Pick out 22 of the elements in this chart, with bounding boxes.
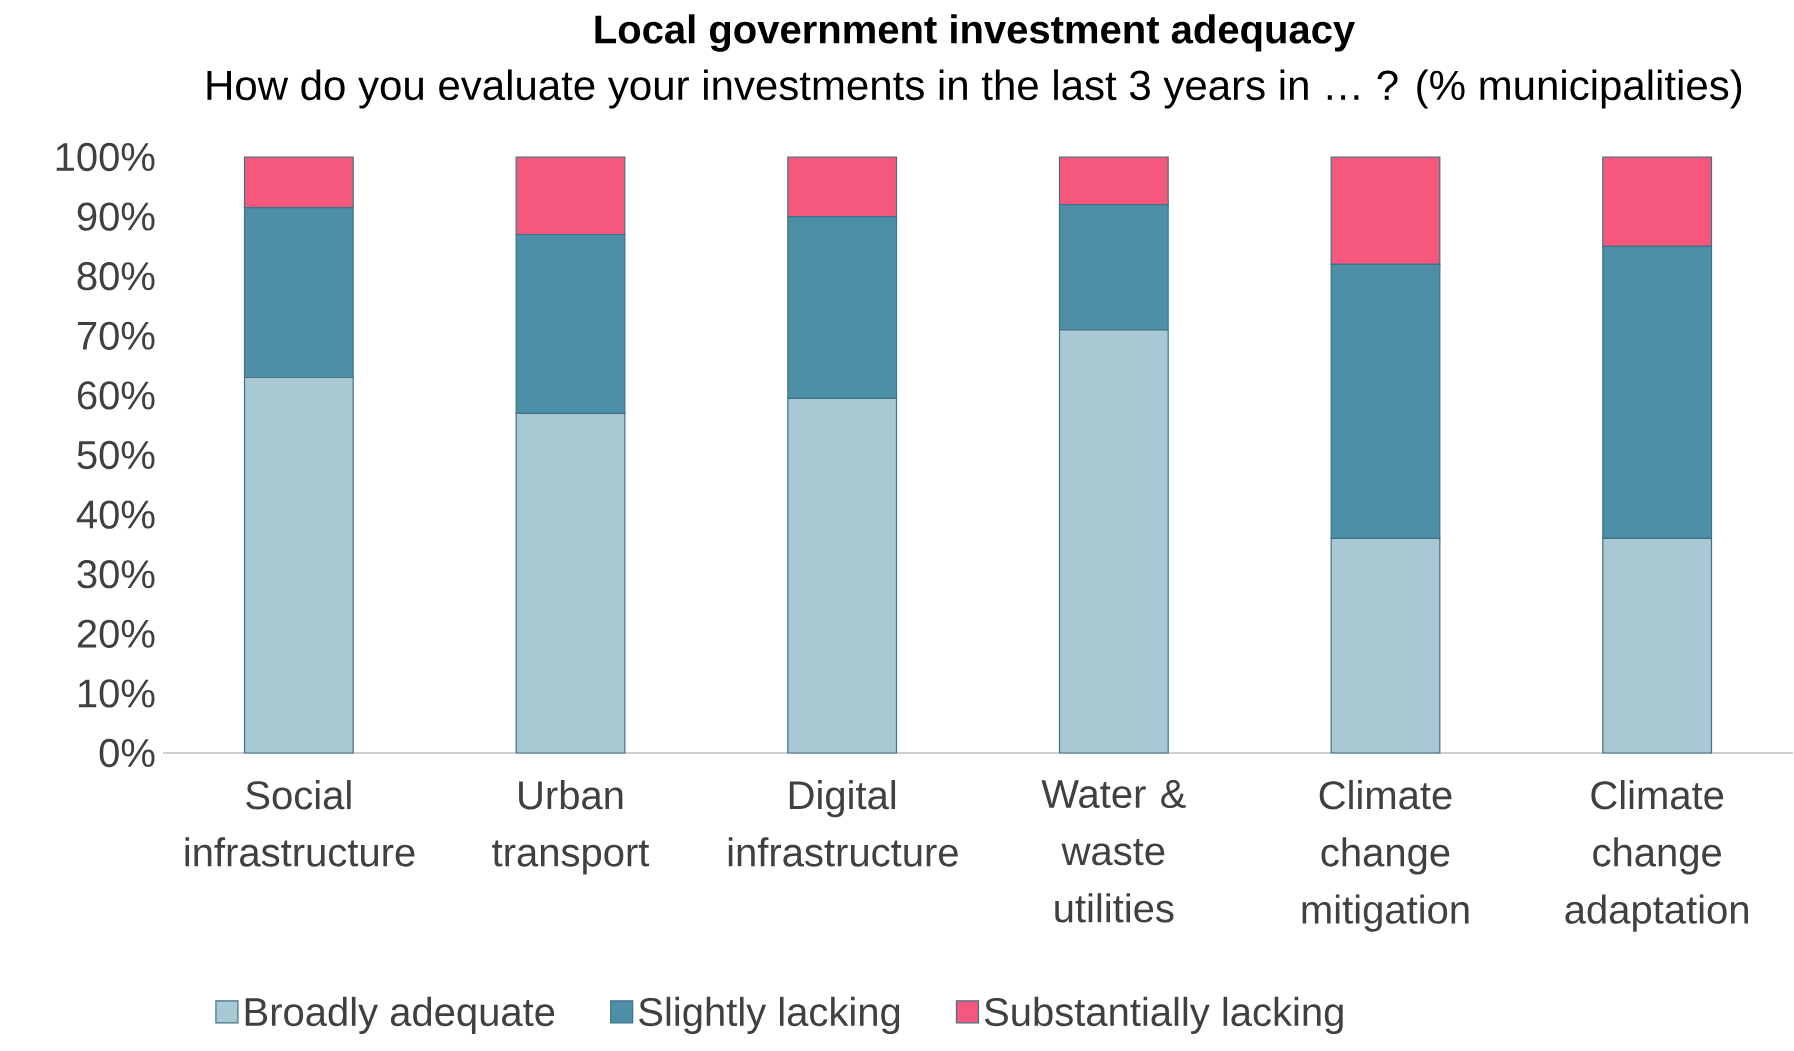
chart-subtitle: How do you evaluate your investments in the last 3 years in … ? (% municipalities) [207, 69, 1742, 109]
y-tick-label: 90% [77, 202, 155, 231]
chart-title: Local government investment adequacy [595, 14, 1355, 52]
y-tick-label: 20% [77, 619, 155, 648]
y-tick-label: 50% [77, 440, 155, 470]
x-tick-label: Water & waste utilities [1041, 780, 1186, 923]
x-tick-label: Climate change mitigation [1302, 780, 1469, 932]
y-tick-label: 100% [56, 142, 155, 172]
y-tick-label: 10% [78, 679, 155, 708]
legend-label: Substantially lacking [984, 996, 1343, 1035]
x-tick-label: Climate change adaptation [1565, 780, 1748, 932]
x-tick-label: Social infrastructure [185, 780, 415, 867]
legend-label: Slightly lacking [639, 996, 900, 1035]
legend-label: Broadly adequate [245, 996, 555, 1035]
y-tick-label: 70% [77, 321, 155, 350]
y-tick-label: 60% [77, 381, 155, 410]
y-tick-label: 80% [77, 262, 155, 291]
y-tick-label: 30% [77, 560, 155, 589]
y-tick-label: 0% [99, 738, 155, 768]
y-tick-label: 40% [76, 500, 155, 529]
x-tick-label: Digital infrastructure [728, 780, 958, 867]
x-tick-label: Urban transport [492, 780, 650, 875]
